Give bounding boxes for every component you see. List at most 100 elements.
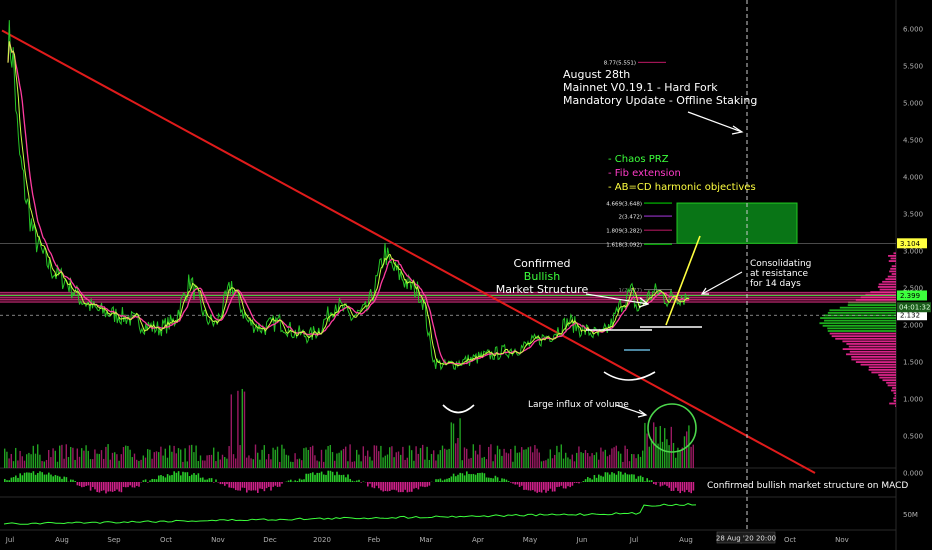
macd-bar — [144, 479, 147, 482]
macd-bar — [195, 474, 197, 482]
macd-bar — [406, 482, 409, 493]
volume-bar — [558, 452, 560, 468]
volume-profile-bar — [822, 324, 896, 327]
volume-bar — [543, 460, 545, 468]
volume-bar — [426, 446, 428, 468]
fib-level-label: 2(3.472) — [618, 215, 642, 221]
macd-bar — [94, 482, 96, 490]
macd-bar — [474, 474, 477, 482]
macd-bar — [237, 482, 239, 491]
volume-bar — [290, 461, 292, 468]
macd-bar — [37, 473, 39, 482]
volume-profile-bar — [889, 402, 896, 405]
volume-profile-bar — [893, 252, 896, 255]
volume-bar — [512, 461, 514, 468]
volume-bar — [263, 445, 265, 468]
y-tick-label: 1.500 — [903, 359, 923, 367]
volume-bar — [661, 441, 664, 468]
structure-arrow-head — [638, 297, 650, 308]
event-line-3: Mandatory Update - Offline Staking — [563, 94, 757, 107]
volume-bar — [312, 445, 314, 468]
macd-bar — [191, 474, 193, 482]
volume-bar — [529, 446, 532, 468]
macd-bar — [312, 472, 314, 482]
macd-bar — [347, 474, 349, 482]
countdown-box — [897, 302, 931, 313]
volume-bar — [461, 460, 463, 468]
macd-bar — [96, 482, 98, 493]
volume-profile-bar — [878, 374, 896, 376]
volume-bar — [653, 422, 655, 468]
macd-bar — [690, 482, 692, 494]
macd-bar — [523, 482, 525, 490]
macd-bar — [369, 482, 371, 484]
volume-bar — [380, 445, 382, 468]
volume-bar — [120, 454, 122, 468]
macd-bar — [188, 476, 191, 482]
volume-bar — [162, 455, 164, 468]
volume-bar — [329, 444, 331, 468]
volume-bar — [283, 448, 285, 468]
volume-profile-bar — [827, 327, 896, 330]
macd-bar — [8, 480, 10, 482]
x-tick-label: Mar — [419, 536, 432, 544]
macd-bar — [450, 476, 453, 482]
macd-bar — [43, 474, 46, 482]
macd-bar — [677, 482, 679, 491]
volume-bar — [4, 448, 6, 468]
x-tick-label: 2020 — [313, 536, 331, 544]
volume-bar — [459, 418, 461, 468]
volume-profile-bar — [846, 353, 896, 356]
volume-bar — [560, 444, 562, 468]
macd-bar — [111, 482, 114, 492]
volume-bar — [323, 461, 325, 468]
volume-bar — [239, 445, 241, 468]
y-tick-label: 4.000 — [903, 174, 923, 182]
volume-bar — [580, 452, 582, 468]
macd-bar — [604, 472, 607, 482]
y-tick-label: 6.000 — [903, 26, 923, 34]
volume-bar — [100, 450, 103, 468]
macd-bar — [246, 482, 248, 493]
volume-bar — [129, 449, 131, 468]
macd-bar — [294, 480, 296, 482]
macd-bar — [422, 482, 424, 487]
macd-bar — [666, 482, 668, 487]
volume-bar — [138, 460, 140, 468]
fib-level-label: 8.77(5.551) — [604, 61, 636, 67]
macd-bar — [650, 480, 653, 482]
volume-bar — [371, 460, 373, 468]
volume-bar — [241, 388, 243, 468]
volume-bar — [404, 459, 406, 468]
volume-bar — [516, 452, 518, 468]
volume-profile-bar — [860, 363, 896, 366]
macd-bar — [272, 482, 274, 487]
macd-histogram — [4, 470, 695, 494]
macd-bar — [320, 471, 323, 482]
volume-bar — [17, 460, 19, 468]
macd-bar — [356, 480, 358, 482]
volume-bar — [626, 449, 628, 468]
volume-bar — [617, 451, 620, 468]
macd-bar — [510, 482, 512, 483]
macd-bar — [180, 475, 182, 482]
abcd-projection-line — [665, 235, 701, 326]
macd-bar — [345, 477, 347, 482]
volume-bar — [250, 458, 252, 468]
macd-bar — [197, 473, 200, 482]
macd-bar — [125, 482, 127, 488]
macd-bar — [32, 471, 35, 482]
volume-bar — [589, 456, 591, 468]
volume-bar — [28, 452, 30, 468]
volume-profile-bar — [855, 361, 896, 363]
macd-bar — [54, 475, 57, 482]
volume-bar — [450, 422, 452, 468]
volume-bar — [338, 452, 340, 468]
volume-bar — [305, 447, 307, 468]
macd-bar — [536, 482, 538, 493]
volume-bar — [285, 454, 287, 468]
volume-bar — [411, 450, 413, 468]
volume-bar — [208, 454, 210, 468]
price-axis: 6.000 5.500 5.000 4.500 4.000 3.500 3.000 2.500… — [903, 26, 923, 478]
